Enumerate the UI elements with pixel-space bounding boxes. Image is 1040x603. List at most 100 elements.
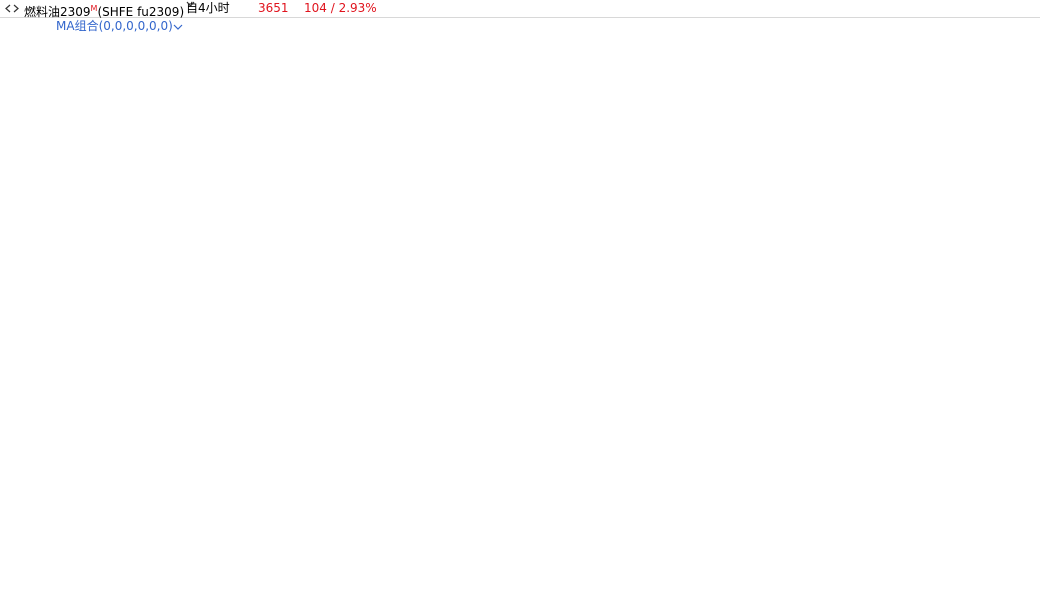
y-tick-label: 3500 [17,134,48,148]
candle-body [260,403,267,408]
candle-body [860,296,867,303]
extreme-label: 3104 [192,362,223,376]
candle-body [468,482,475,491]
candle-body [284,418,291,448]
candle-body [732,306,739,343]
candle-body [540,397,547,401]
indicator-text: MA组合(0,0,0,0,0,0) [56,19,173,33]
candle-body [948,209,955,221]
indicator[interactable]: MA组合(0,0,0,0,0,0) [56,18,183,34]
candle-body [172,411,179,479]
candle-body [156,483,163,493]
collapse-icon[interactable] [4,0,20,17]
candle-body [140,479,147,513]
candle-body [148,479,155,501]
candle-body [460,486,467,501]
candle-body [828,332,835,341]
candle-body [764,286,771,304]
candle-body [980,174,987,181]
candle-body [804,284,811,301]
candle-body [1004,49,1011,123]
candle-body [524,392,531,431]
candle-body [340,483,347,501]
x-tick-label: 2023/06/08 [396,586,465,600]
candle-body [868,295,875,303]
candle-body [396,437,403,463]
candle-body [100,456,107,476]
candle-body [452,474,459,482]
candle-body [244,421,251,441]
candle-body [236,421,243,433]
extreme-label: 2814 [112,557,143,571]
candle-body [964,199,971,208]
candle-body [772,284,779,309]
candle-body [668,374,675,377]
candle-body [884,280,891,288]
symbol-name: 燃料油2309 [24,5,91,19]
candle-body [700,340,707,343]
candle-body [620,381,627,449]
candle-body [932,219,939,229]
candle-body [428,409,435,458]
period-text: 自4小时 [186,1,230,15]
candle-body [108,493,115,496]
symbol-code: (SHFE fu2309) [97,5,185,19]
candle-body [188,396,195,416]
candle-body [836,332,843,335]
candle-body [164,480,171,501]
candle-body [852,311,859,316]
candle-body [908,236,915,243]
candle-body [972,176,979,181]
candle-body [676,372,683,378]
candle-body [876,284,883,293]
candle-body [52,508,59,526]
candle-body [892,262,899,278]
candle-body [180,403,187,413]
candle-body [740,306,747,324]
candle-body [300,444,307,449]
badge: M [90,4,98,13]
candle-body [292,418,299,433]
x-tick-label: 2023/06/23 [540,586,609,600]
candle-body [388,424,395,443]
candle-body [636,381,643,387]
candle-body [116,496,123,514]
candle-body [364,421,371,433]
period[interactable]: 自4小时 [186,0,230,17]
candle-body [652,371,659,379]
candle-body [212,472,219,480]
candle-body [996,112,1003,121]
candle-body [660,371,667,383]
candle-body [132,524,139,553]
candle-body [820,334,827,346]
candle-body [508,409,515,451]
y-tick-label: 3000 [17,435,48,449]
x-tick-label: 2023/07/19 [828,586,897,600]
candle-body [412,411,419,423]
candle-body [692,349,699,355]
candle-body [644,387,651,390]
candle-body [788,304,795,313]
candle-body [500,457,507,479]
candle-body [92,454,99,457]
x-tick-label: 2023/05/26 [252,586,321,600]
candle-body [844,314,851,346]
candle-body [356,449,363,468]
candle-body [484,439,491,449]
candle-body [60,480,67,501]
candle-body [588,385,595,405]
candle-body [572,379,579,405]
candle-body [748,297,755,313]
x-tick-label: 2023/07/06 [684,586,753,600]
candle-body [84,471,91,474]
candle-body [924,217,931,246]
candle-body [220,443,227,467]
candle-body [596,399,603,411]
candle-body [684,350,691,355]
candle-body [628,381,635,386]
candle-body [956,206,963,212]
candle-body [532,411,539,433]
price: 3651 [258,1,289,15]
candle-body [252,403,259,431]
